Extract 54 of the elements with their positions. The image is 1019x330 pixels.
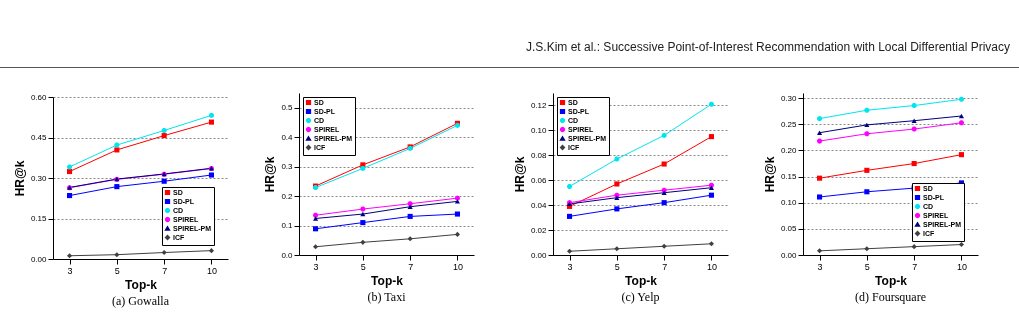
y-tick-label: 0.30 [30,173,48,183]
x-tick-label: 5 [614,261,620,272]
y-tick-label: 0.25 [780,119,798,129]
y-tick-label: 0.08 [530,150,548,160]
y-axis-title: HR@k [762,156,777,193]
x-axis-title: Top-k [371,273,404,288]
x-tick-label: 7 [912,261,918,272]
x-tick-label: 3 [313,261,319,272]
y-tick-label: 0.06 [530,175,548,185]
x-tick-label: 5 [360,261,366,272]
y-tick-label: 0.04 [530,200,548,210]
x-tick-label: 10 [206,265,217,276]
y-axis-title: HR@k [512,156,527,193]
y-tick-label: 0.3 [281,162,294,172]
x-tick-label: 3 [67,265,73,276]
y-tick-label: 0.00 [30,254,48,264]
x-axis-title: Top-k [875,273,908,288]
text: J.S.Kim et al.: Successive Point-of-Interest Recommendation with Local Differential Privacy [525,40,1010,54]
y-tick-label: 0.0 [281,250,294,260]
x-tick-label: 5 [864,261,870,272]
y-axis-title: HR@k [263,156,278,193]
x-tick-label: 5 [114,265,120,276]
y-tick-label: 0.1 [281,221,294,231]
y-tick-label: 0.02 [530,225,548,235]
x-tick-label: 10 [452,261,463,272]
text: (d) Foursquare [855,290,926,304]
y-tick-label: 0.00 [780,250,798,260]
x-tick-label: 10 [706,261,717,272]
x-axis-title: Top-k [625,273,658,288]
y-tick-label: 0.2 [281,191,294,201]
text: (a) Gowalla [112,294,170,308]
y-tick-label: 0.45 [30,133,48,142]
y-tick-label: 0.05 [780,224,798,234]
y-tick-label: 0.15 [780,172,798,182]
x-tick-label: 10 [956,261,967,272]
x-tick-label: 7 [162,265,168,276]
y-tick-label: 0.5 [281,103,294,113]
y-axis-title: HR@k [12,160,27,197]
y-tick-label: 0.20 [780,145,798,155]
y-tick-label: 0.30 [780,93,798,103]
text: (b) Taxi [367,290,407,304]
y-tick-label: 0.10 [780,198,798,208]
x-axis-title: Top-k [125,277,158,292]
y-tick-label: 0.60 [30,92,48,102]
x-tick-label: 7 [662,261,668,272]
y-tick-label: 0.15 [30,214,48,223]
y-tick-label: 0.12 [530,100,548,110]
y-tick-label: 0.4 [281,132,294,142]
y-tick-label: 0.10 [530,125,548,135]
x-tick-label: 3 [567,261,573,272]
x-tick-label: 3 [817,261,823,272]
x-tick-label: 7 [408,261,414,272]
text: (c) Yelp [621,290,660,304]
y-tick-label: 0.00 [530,250,548,260]
